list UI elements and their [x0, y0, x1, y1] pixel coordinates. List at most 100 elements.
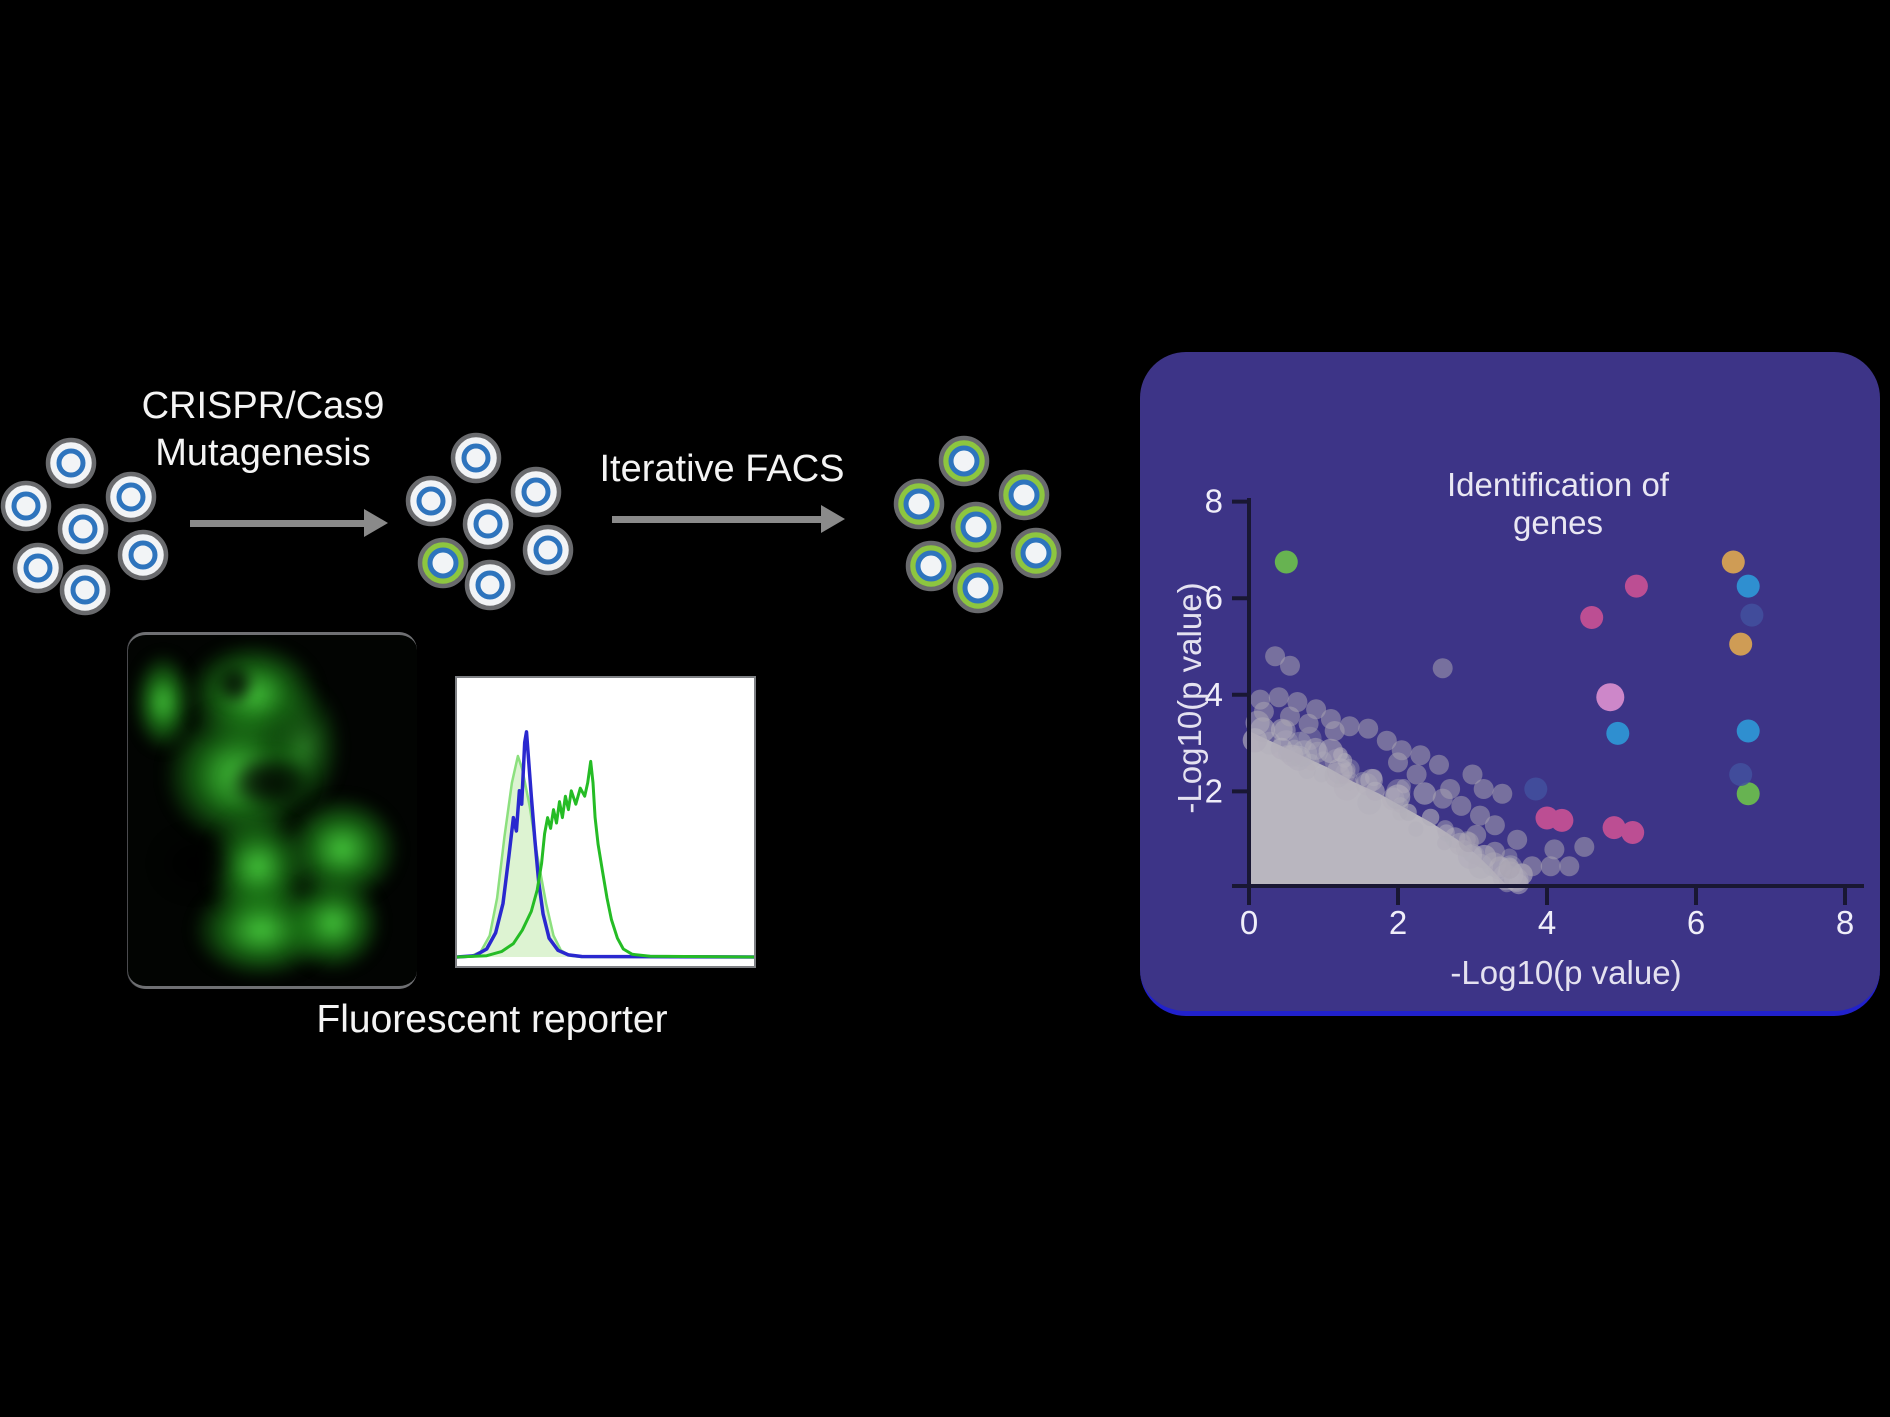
magenta-hits-dot: [1580, 606, 1604, 629]
gray-gene-dot: [1406, 764, 1427, 785]
gray-gene-dot: [1280, 706, 1300, 727]
iterative-facs-label: Iterative FACS: [599, 448, 845, 490]
magenta-hits-dot: [1602, 816, 1626, 840]
gray-gene-dot: [1280, 655, 1300, 676]
unsorted-cells: [0, 437, 180, 625]
gray-gene-dot: [1358, 718, 1379, 739]
gray-gene-dot: [1484, 815, 1505, 836]
fluorescent-reporter-caption: Fluorescent reporter: [316, 998, 668, 1041]
dark-gap: [226, 754, 313, 811]
gray-gene-dot: [1522, 856, 1543, 877]
gray-gene-dot: [1268, 687, 1289, 708]
facs-arrow: [612, 505, 845, 533]
y-tick-label: 6: [1205, 579, 1223, 616]
blue-hits-dot: [1736, 574, 1760, 598]
gray-speckle-dot: [1337, 753, 1353, 768]
gray-speckle-dot: [1408, 821, 1424, 837]
gray-speckle-dot: [1313, 767, 1329, 783]
gray-gene-dot: [1473, 779, 1494, 799]
x-tick-label: 4: [1538, 904, 1556, 941]
arrow-shaft: [612, 516, 823, 523]
gray-speckle-dot: [1365, 769, 1383, 787]
gray-gene-dot: [1507, 829, 1528, 850]
facs-histogram-panel: [455, 676, 756, 968]
gray-gene-dot: [1540, 856, 1561, 877]
gray-gene-dot: [1376, 730, 1397, 751]
control-blue-curve: [457, 730, 754, 959]
gray-gene-dot: [1388, 752, 1408, 773]
gray-gene-dot: [1466, 824, 1487, 845]
volcano-title: Identification of genes: [1447, 466, 1669, 541]
gray-gene-dot: [1451, 795, 1472, 816]
gray-gene-dot: [1253, 701, 1274, 722]
gray-gene-dot: [1410, 745, 1431, 766]
blue-hits-dot: [1736, 719, 1760, 743]
crispr-label-line1: CRISPR/Cas9: [141, 385, 385, 427]
y-tick-label: 8: [1205, 483, 1223, 520]
gray-speckle-dot: [1381, 787, 1405, 811]
arrow-head: [364, 509, 388, 537]
y-tick-label: 2: [1205, 772, 1223, 809]
gray-speckle-dot: [1437, 835, 1452, 851]
mutagenesis-arrow: [190, 509, 388, 537]
gray-speckle-dot: [1315, 751, 1332, 768]
crispr-mutagenesis-label: CRISPR/Cas9 Mutagenesis: [103, 383, 423, 477]
volcano-y-axis-label: -Log10(p value): [1171, 582, 1208, 814]
gray-gene-dot: [1574, 836, 1595, 857]
gray-speckle-dot: [1468, 853, 1494, 879]
navy-hits-dot: [1729, 763, 1753, 786]
x-tick-label: 8: [1836, 904, 1854, 941]
green-hits-dot: [1736, 782, 1760, 806]
gray-gene-dot: [1470, 805, 1490, 826]
facs-histogram-plot: [457, 730, 754, 959]
navy-hits-dot: [1740, 603, 1764, 627]
green-hits-dot: [1274, 550, 1298, 574]
x-tick-label: 6: [1687, 904, 1705, 941]
volcano-plot-panel: 0 2 4 6 8 2 4 6 8 Identification of genes -Log10…: [1140, 352, 1880, 1016]
gray-speckle-dot: [1392, 806, 1407, 821]
gray-gene-dot: [1265, 646, 1286, 667]
gray-gene-dot: [1499, 858, 1520, 879]
mutagenized-cells: [405, 432, 585, 620]
gray-speckle-dot: [1334, 763, 1356, 784]
volcano-scatter-plot: 0 2 4 6 8 2 4 6 8: [1205, 483, 1864, 941]
gray-gene-dot: [1462, 764, 1483, 785]
gray-gene-dot: [1429, 754, 1449, 775]
orchid-hit-dot: [1596, 683, 1625, 712]
volcano-x-axis-label: -Log10(p value): [1450, 954, 1682, 991]
gray-gene-dot: [1432, 788, 1453, 809]
green-cell-blob: [284, 873, 383, 972]
magenta-hits-dot: [1624, 574, 1648, 598]
gray-speckle-dot: [1392, 797, 1409, 813]
gray-speckle-dot: [1355, 772, 1370, 787]
blue-hits-dot: [1606, 721, 1630, 745]
gray-gene-dot: [1324, 721, 1345, 741]
orange-hits-dot: [1721, 550, 1745, 574]
gray-speckle-dot: [1289, 747, 1310, 768]
gray-speckle-dot: [1399, 803, 1417, 821]
y-tick-label: 4: [1205, 676, 1223, 713]
crispr-label-line2: Mutagenesis: [155, 432, 371, 474]
mutagenized-cells-svg: [405, 432, 574, 611]
gray-speckle-dot: [1307, 741, 1329, 763]
sorted-cells: [893, 435, 1073, 623]
magenta-hits-dot: [1621, 821, 1645, 844]
gray-gene-dot: [1544, 839, 1565, 860]
gray-speckle-dot: [1413, 782, 1436, 805]
gray-speckle-dot: [1386, 779, 1411, 803]
gray-gene-dot: [1298, 713, 1319, 734]
dark-gap: [156, 831, 233, 895]
gray-speckle-dot: [1396, 779, 1411, 794]
sorted-green-curve: [457, 759, 754, 959]
navy-hits-dot: [1524, 777, 1548, 801]
orange-hits-dot: [1729, 632, 1753, 656]
fluorescence-micrograph: [128, 632, 417, 989]
gray-speckle-dot: [1281, 744, 1304, 767]
x-tick-label: 0: [1240, 904, 1258, 941]
dark-gap: [214, 663, 256, 706]
gray-gene-dot: [1492, 783, 1513, 804]
unsorted-cells-svg: [0, 437, 169, 616]
arrow-shaft: [190, 520, 366, 527]
gray-gene-dot: [1432, 658, 1453, 679]
